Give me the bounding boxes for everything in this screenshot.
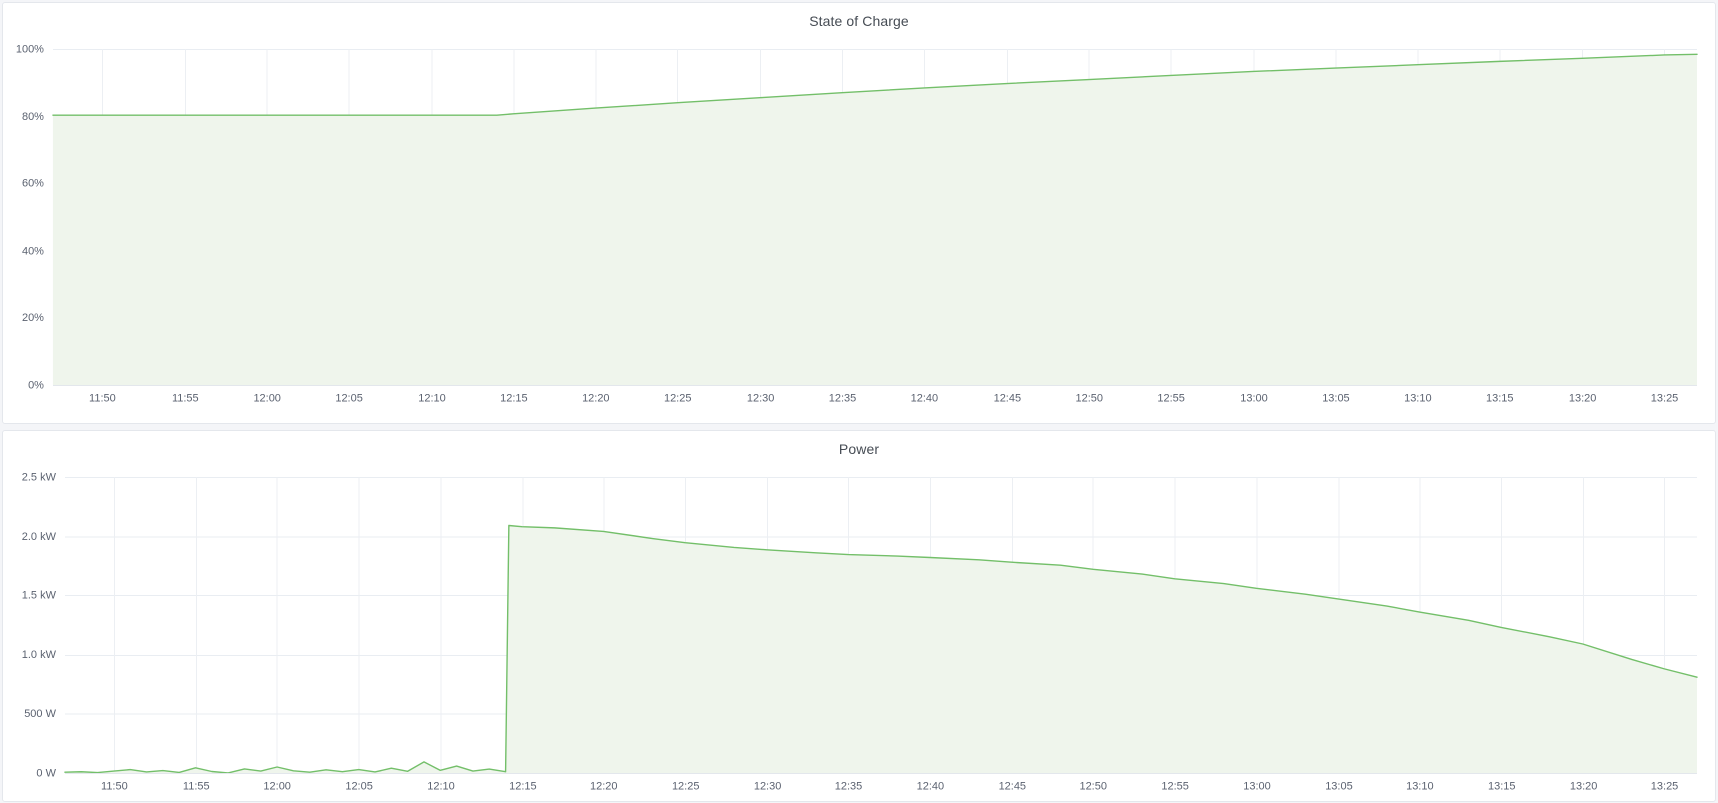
y-axis-tick-label: 80%: [22, 111, 44, 123]
y-axis-tick-label: 100%: [16, 43, 44, 55]
x-axis-tick-label: 12:20: [582, 392, 609, 404]
y-axis-tick-label: 0 W: [36, 768, 56, 780]
x-axis-tick-label: 11:55: [172, 392, 199, 404]
x-axis-tick-label: 12:55: [1161, 780, 1188, 792]
y-axis-tick-label: 20%: [22, 312, 44, 324]
x-axis-tick-label: 12:45: [999, 780, 1026, 792]
x-axis-tick-label: 13:05: [1325, 780, 1352, 792]
x-axis-tick-label: 12:40: [917, 780, 944, 792]
y-axis-tick-label: 1.0 kW: [22, 649, 57, 661]
x-axis-tick-label: 11:55: [183, 780, 210, 792]
panel-state-of-charge[interactable]: State of Charge 0% 20% 40% 60% 80% 100% 11:50 1…: [2, 2, 1716, 424]
x-axis-tick-label: 13:10: [1406, 780, 1433, 792]
x-axis-tick-label: 12:20: [590, 780, 617, 792]
chart-state-of-charge: 0% 20% 40% 60% 80% 100% 11:50 11:55 12:00 12:05 12…: [16, 43, 1698, 404]
x-axis-tick-label: 12:35: [835, 780, 862, 792]
panel-power[interactable]: Power 0 W 500 W 1.0 kW 1.5 kW 2.0 kW 2.5 kW 11…: [2, 430, 1716, 802]
chart-power: 0 W 500 W 1.0 kW 1.5 kW 2.0 kW 2.5 kW 11:50 11:…: [22, 471, 1698, 792]
x-axis-tick-label: 12:35: [829, 392, 856, 404]
x-axis-tick-label: 13:15: [1486, 392, 1513, 404]
x-axis-tick-label: 12:25: [672, 780, 699, 792]
y-axis-tick-label: 60%: [22, 178, 44, 190]
y-axis-tick-label: 2.5 kW: [22, 471, 57, 483]
y-axis-tick-label: 2.0 kW: [22, 531, 57, 543]
x-axis-tick-label: 13:00: [1243, 780, 1270, 792]
series-line: [52, 53, 1698, 116]
y-axis-tick-label: 40%: [22, 245, 44, 257]
x-axis-tick-label: 12:45: [994, 392, 1021, 404]
x-axis-tick-label: 12:10: [427, 780, 454, 792]
series-line: [64, 524, 1698, 774]
x-axis-tick-label: 13:15: [1488, 780, 1515, 792]
y-axis-tick-label: 500 W: [24, 708, 56, 720]
series-area-fill: [64, 525, 1698, 774]
x-axis-tick-label: 12:05: [345, 780, 372, 792]
x-axis-tick-label: 13:25: [1651, 392, 1678, 404]
x-axis-tick-label: 13:25: [1651, 780, 1678, 792]
x-axis-tick-label: 13:10: [1404, 392, 1431, 404]
x-axis-tick-label: 12:50: [1079, 780, 1106, 792]
y-axis-tick-label: 0%: [28, 380, 44, 392]
x-axis-tick-label: 12:15: [500, 392, 527, 404]
x-axis-tick-label: 12:00: [253, 392, 280, 404]
x-axis-tick-label: 12:15: [509, 780, 536, 792]
x-axis-tick-label: 12:55: [1157, 392, 1184, 404]
x-axis-tick-label: 12:10: [418, 392, 445, 404]
y-axis-tick-label: 1.5 kW: [22, 590, 57, 602]
x-axis-tick-label: 11:50: [101, 780, 128, 792]
x-axis-tick-label: 12:30: [754, 780, 781, 792]
plot-area-state-of-charge[interactable]: 0% 20% 40% 60% 80% 100% 11:50 11:55 12:00 12:05 12…: [3, 35, 1715, 423]
x-axis-tick-label: 12:40: [911, 392, 938, 404]
x-axis-tick-label: 13:05: [1322, 392, 1349, 404]
x-axis-tick-label: 12:05: [335, 392, 362, 404]
x-axis-tick-label: 12:30: [747, 392, 774, 404]
x-axis-tick-label: 12:25: [664, 392, 691, 404]
series-area-fill: [52, 54, 1698, 386]
x-axis-tick-label: 12:50: [1075, 392, 1102, 404]
plot-area-power[interactable]: 0 W 500 W 1.0 kW 1.5 kW 2.0 kW 2.5 kW 11:50 11:…: [3, 463, 1715, 801]
panel-title-state-of-charge: State of Charge: [809, 13, 909, 29]
x-axis-tick-label: 13:00: [1240, 392, 1267, 404]
x-axis-tick-label: 13:20: [1570, 780, 1597, 792]
panel-title-power: Power: [838, 441, 880, 457]
x-axis-tick-label: 11:50: [89, 392, 116, 404]
x-axis-tick-label: 13:20: [1569, 392, 1596, 404]
x-axis-tick-label: 12:00: [263, 780, 290, 792]
